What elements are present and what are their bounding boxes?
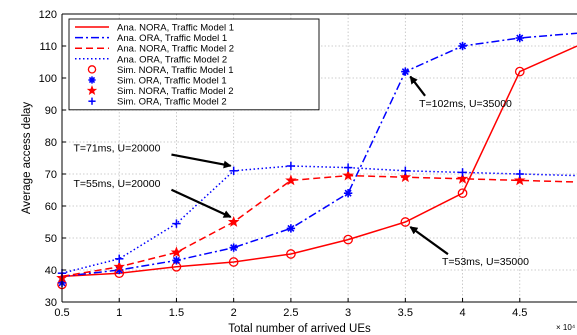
series-line: [61, 174, 577, 278]
point-marker: [456, 172, 469, 184]
point-marker: [401, 67, 410, 76]
y-tick-label: 90: [45, 105, 57, 117]
point-marker: [170, 246, 183, 258]
point-marker: [458, 41, 467, 51]
point-marker: [286, 161, 296, 171]
y-tick-label: 110: [39, 41, 57, 53]
legend-entry: Sim. NORA, Traffic Model 1: [87, 65, 234, 76]
legend-entry: Sim. ORA, Traffic Model 1: [88, 76, 227, 87]
annotation-label: T=71ms, U=20000: [73, 143, 160, 155]
x-axis-multiplier: × 10⁴: [556, 323, 576, 332]
point-marker: [86, 85, 98, 96]
series-lines: [61, 32, 577, 278]
legend-entry: Ana. ORA, Traffic Model 2: [75, 54, 227, 65]
point-marker: [88, 76, 96, 84]
x-tick-label: 4: [459, 307, 465, 319]
point-marker: [87, 65, 97, 74]
point-marker: [457, 188, 468, 199]
point-marker: [286, 224, 296, 233]
point-marker: [285, 174, 297, 186]
legend-box: [68, 18, 320, 111]
x-tick-label: 2: [231, 307, 237, 319]
point-marker: [400, 217, 411, 227]
point-marker: [113, 260, 125, 272]
x-tick-label: 3.5: [398, 307, 413, 319]
x-tick-label: 2.5: [283, 307, 298, 319]
point-marker: [515, 169, 524, 179]
legend-label: Sim. NORA, Traffic Model 1: [117, 65, 234, 76]
legend-entry: Sim. ORA, Traffic Model 2: [88, 97, 227, 108]
x-tick-label: 3: [345, 307, 351, 319]
point-marker: [458, 168, 467, 177]
point-marker: [514, 174, 526, 186]
point-marker: [343, 163, 353, 172]
annotation-arrow: [171, 153, 232, 169]
point-marker: [229, 166, 238, 175]
legend-label: Ana. NORA, Traffic Model 2: [117, 44, 234, 55]
legend-label: Ana. ORA, Traffic Model 2: [117, 54, 227, 65]
point-marker: [227, 215, 240, 227]
point-marker: [343, 189, 353, 198]
annotation-arrow: [409, 75, 426, 97]
point-marker: [88, 97, 96, 105]
point-marker: [515, 33, 524, 43]
point-marker: [115, 254, 124, 263]
y-tick-label: 40: [45, 265, 57, 277]
legend-entry: Sim. NORA, Traffic Model 2: [86, 85, 234, 97]
axes: 30 40 50 60 70 80 90 100 110 120 0.5 1 1.5 2 2.5 3 3.5 4 4…: [21, 9, 577, 335]
point-marker: [229, 243, 238, 252]
annotation-label: T=102ms, U=35000: [419, 98, 512, 110]
y-tick-label: 70: [45, 169, 57, 181]
point-marker: [172, 219, 181, 228]
point-marker: [286, 249, 296, 259]
legend-label: Sim. NORA, Traffic Model 2: [117, 86, 234, 97]
point-marker: [228, 257, 239, 267]
y-tick-label: 100: [39, 73, 57, 85]
point-marker: [343, 234, 353, 245]
x-tick-label: 1: [116, 307, 122, 319]
y-tick-label: 120: [39, 9, 57, 21]
x-tick-label: 0.5: [54, 307, 69, 319]
legend-entry: Ana. NORA, Traffic Model 1: [75, 23, 234, 34]
legend-label: Ana. NORA, Traffic Model 1: [117, 23, 234, 34]
annotation-label: T=53ms, U=35000: [442, 256, 529, 268]
annotations: T=102ms, U=35000 T=71ms, U=20000 T=55ms, U…: [73, 75, 529, 268]
legend-label: Sim. ORA, Traffic Model 1: [117, 76, 227, 87]
point-marker: [514, 66, 525, 77]
point-marker: [399, 171, 412, 183]
y-tick-label: 60: [45, 201, 57, 213]
y-axis-label: Average access delay: [21, 102, 33, 215]
legend-label: Sim. ORA, Traffic Model 2: [117, 97, 227, 108]
legend-entry: Ana. NORA, Traffic Model 2: [75, 44, 234, 55]
point-marker: [172, 256, 181, 265]
series-line: [61, 32, 577, 278]
series-line: [61, 165, 577, 274]
point-marker: [401, 166, 410, 175]
annotation-arrow: [170, 188, 232, 218]
y-tick-label: 50: [45, 233, 57, 245]
y-tick-label: 80: [45, 137, 57, 149]
x-tick-label: 1.5: [169, 307, 184, 319]
point-marker: [342, 169, 354, 181]
annotation-label: T=55ms, U=20000: [73, 178, 160, 190]
x-tick-label: 4.5: [512, 307, 527, 319]
y-tick-label: 30: [45, 297, 57, 309]
x-axis-label: Total number of arrived UEs: [228, 323, 371, 335]
annotation-arrow: [409, 226, 449, 256]
legend-entry: Ana. ORA, Traffic Model 1: [75, 33, 227, 44]
legend-label: Ana. ORA, Traffic Model 1: [117, 33, 227, 44]
series-line: [61, 45, 577, 278]
